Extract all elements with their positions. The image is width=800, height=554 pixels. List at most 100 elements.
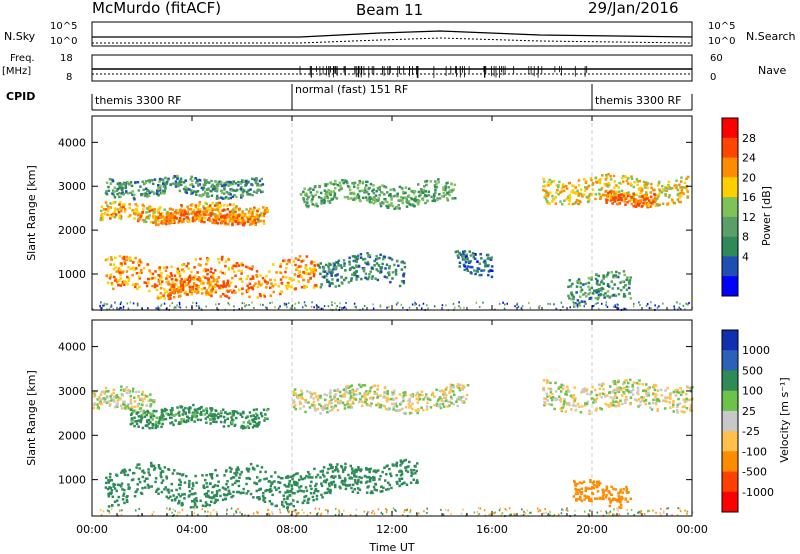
- power-cell: [480, 269, 483, 272]
- power-cell: [588, 193, 592, 196]
- power-cell: [396, 192, 399, 195]
- power-cell: [172, 286, 176, 290]
- power-cell: [182, 210, 185, 214]
- power-cell: [324, 184, 328, 187]
- velocity-cell: [287, 485, 290, 488]
- power-cell: [219, 218, 222, 222]
- velocity-cell: [223, 493, 227, 497]
- velocity-cell: [235, 490, 239, 494]
- velocity-cell: [555, 398, 559, 401]
- velocity-cell: [138, 463, 141, 466]
- velocity-cell: [379, 406, 382, 409]
- power-cell: [537, 305, 540, 308]
- power-cell: [620, 193, 623, 197]
- power-cell: [288, 258, 291, 262]
- power-cell: [303, 200, 306, 204]
- velocity-cell: [149, 421, 152, 424]
- power-cell: [252, 190, 256, 193]
- power-cell: [156, 189, 159, 192]
- power-cell: [188, 280, 191, 283]
- power-cell: [444, 184, 447, 188]
- power-cell: [199, 264, 202, 267]
- power-cell: [390, 203, 393, 207]
- velocity-cell: [207, 489, 210, 493]
- power-cell: [490, 256, 493, 259]
- velocity-cell: [636, 389, 640, 392]
- power-cell: [320, 199, 323, 203]
- velocity-cell: [205, 492, 208, 495]
- power-cell: [633, 181, 636, 184]
- velocity-cell: [142, 409, 146, 413]
- velocity-cell: [162, 418, 165, 421]
- power-cell: [572, 297, 575, 301]
- power-cell: [256, 209, 259, 213]
- velocity-cell: [358, 475, 361, 479]
- velocity-cell: [224, 419, 227, 422]
- power-cell: [603, 296, 606, 299]
- power-cell: [451, 189, 454, 192]
- velocity-cell: [422, 398, 425, 401]
- power-cell: [114, 256, 117, 260]
- power-cell: [290, 285, 293, 289]
- power-cell: [300, 286, 304, 289]
- power-cell: [619, 281, 622, 284]
- velocity-cell: [205, 473, 208, 477]
- power-cell: [649, 191, 652, 194]
- velocity-cell: [376, 384, 380, 388]
- power-cell: [595, 289, 598, 292]
- velocity-cell: [644, 390, 648, 393]
- velocity-cell: [97, 406, 100, 409]
- velocity-cell: [405, 483, 409, 486]
- velocity-cell: [387, 487, 390, 491]
- velocity-cell: [663, 399, 666, 403]
- velocity-cell: [129, 408, 133, 411]
- power-cell: [334, 182, 337, 186]
- velocity-cell: [215, 490, 219, 493]
- velocity-cell: [619, 488, 622, 491]
- power-cell: [661, 184, 664, 188]
- power-cell: [378, 256, 381, 260]
- cpid-segment-3: themis 3300 RF: [595, 94, 682, 107]
- velocity-cell: [542, 379, 546, 382]
- velocity-cell: [205, 503, 209, 506]
- power-cell: [590, 178, 593, 182]
- velocity-cell: [369, 491, 373, 495]
- velocity-cell: [570, 408, 573, 411]
- power-cell: [424, 190, 427, 193]
- velocity-cell: [289, 475, 293, 478]
- power-cell: [162, 266, 166, 270]
- power-cell: [314, 204, 317, 207]
- power-cell: [615, 202, 619, 206]
- velocity-cell: [611, 398, 615, 402]
- power-cell: [175, 216, 178, 220]
- velocity-cell: [135, 419, 138, 423]
- velocity-cell: [154, 477, 158, 480]
- velocity-cell: [609, 385, 612, 388]
- power-cell: [237, 269, 240, 273]
- velocity-cell: [224, 497, 227, 500]
- power-cell: [242, 180, 245, 183]
- velocity-cell: [592, 480, 596, 483]
- velocity-cell: [228, 412, 231, 415]
- power-cell: [140, 212, 143, 216]
- velocity-cell: [135, 422, 139, 426]
- power-cell: [157, 183, 160, 187]
- velocity-cell: [199, 411, 203, 414]
- power-cell: [517, 305, 520, 308]
- power-cell: [679, 191, 682, 195]
- power-cell: [188, 276, 191, 279]
- velocity-cell: [180, 420, 183, 424]
- power-cell: [254, 282, 257, 285]
- power-cell: [164, 187, 167, 190]
- velocity-cell: [376, 388, 379, 391]
- power-cell: [613, 283, 616, 286]
- velocity-cell: [301, 477, 305, 481]
- velocity-cell: [599, 407, 602, 410]
- power-cell: [362, 268, 366, 271]
- power-cell: [193, 266, 196, 269]
- velocity-cell: [215, 492, 219, 495]
- power-cell: [478, 262, 481, 265]
- velocity-cell: [160, 408, 164, 412]
- velocity-cell: [640, 396, 643, 399]
- power-cell: [390, 198, 393, 201]
